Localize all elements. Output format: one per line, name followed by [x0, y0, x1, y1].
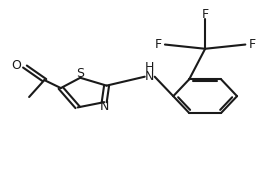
Text: H: H [145, 61, 154, 74]
Text: N: N [100, 100, 109, 113]
Text: O: O [11, 59, 21, 72]
Text: S: S [76, 67, 84, 79]
Text: F: F [202, 8, 209, 22]
Text: F: F [155, 38, 162, 51]
Text: N: N [145, 70, 154, 83]
Text: F: F [249, 38, 256, 51]
